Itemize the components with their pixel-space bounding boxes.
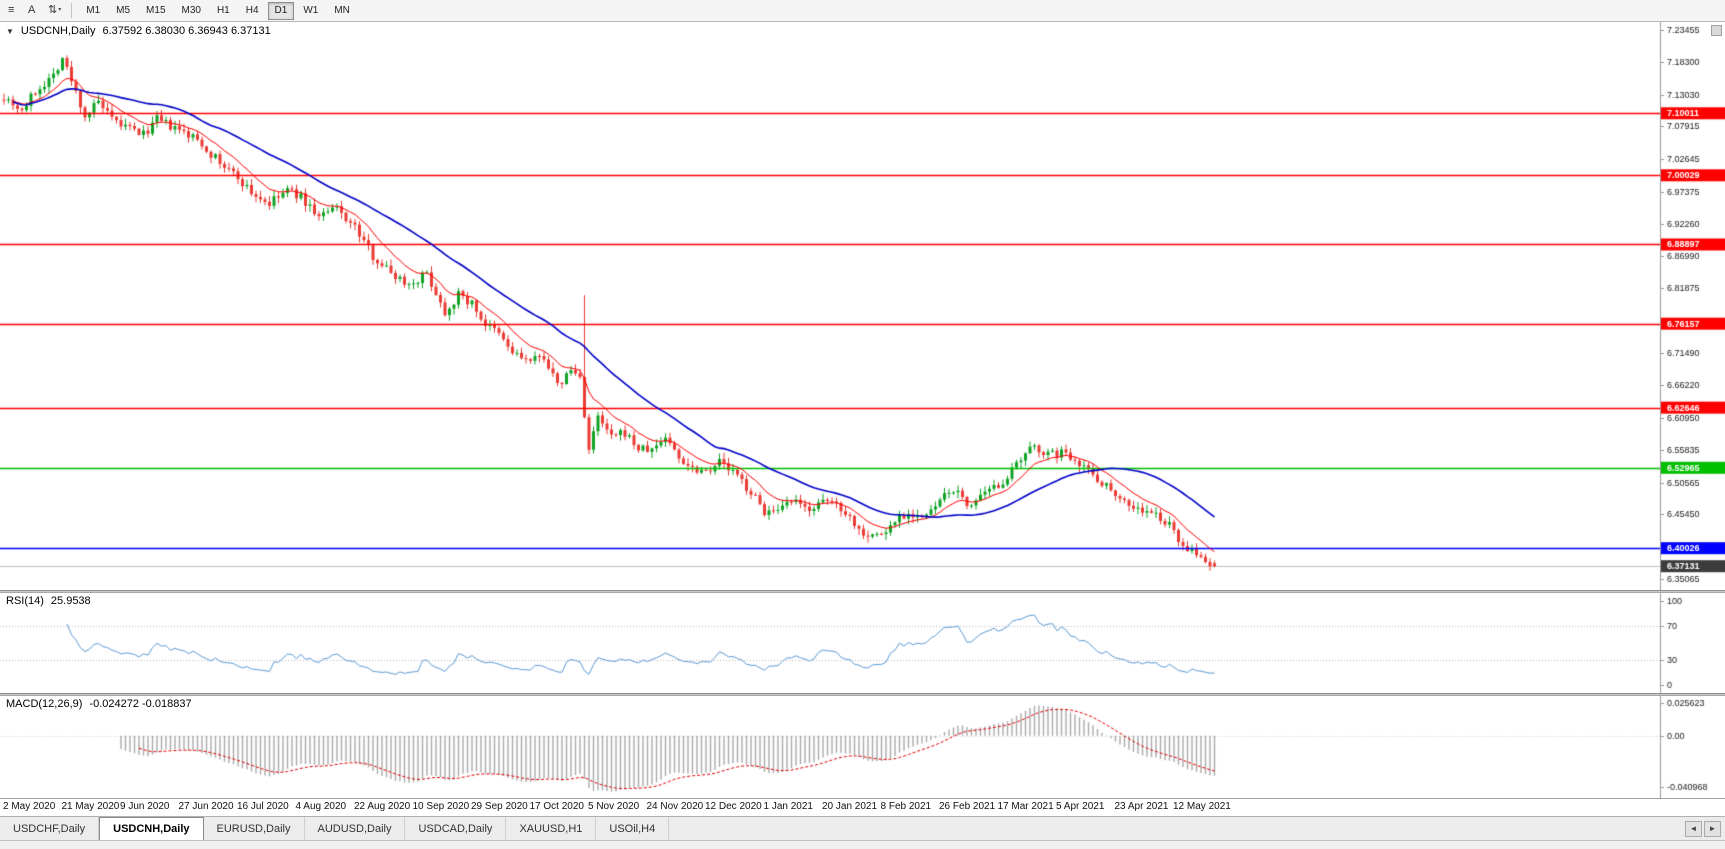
panel-splitter-rsi[interactable] [0,590,1725,593]
chart-tab-usdcnh[interactable]: USDCNH,Daily [99,817,204,840]
chart-tab-bar: USDCHF,Daily USDCNH,Daily EURUSD,Daily AUDU… [0,816,1725,840]
time-axis-label: 27 Jun 2020 [178,801,234,812]
chart-tab-eurusd[interactable]: EURUSD,Daily [204,817,305,840]
drawing-tools-icon[interactable]: ⇅ ▾ [44,2,65,20]
timeframe-button-m1[interactable]: M1 [79,2,107,20]
time-axis-label: 29 Sep 2020 [471,801,528,812]
chart-tab-xauusd[interactable]: XAUUSD,H1 [506,817,597,840]
time-axis-label: 26 Feb 2021 [939,801,996,812]
dropdown-caret-icon: ▾ [58,7,62,13]
time-axis-label: 8 Feb 2021 [880,801,932,812]
chart-window: ▼ USDCNH,Daily 6.37592 6.38030 6.36943 6… [0,22,1725,590]
chart-tab-audusd[interactable]: AUDUSD,Daily [305,817,406,840]
timeframe-button-m30[interactable]: M30 [175,2,208,20]
panel-splitter-macd[interactable] [0,693,1725,696]
tabs-scroll-right-button[interactable]: ► [1704,820,1721,837]
time-axis-label: 17 Mar 2021 [997,801,1054,812]
time-axis-label: 22 Aug 2020 [354,801,411,812]
chart-tab-usdchf[interactable]: USDCHF,Daily [0,817,100,840]
time-axis-label: 21 May 2020 [61,801,120,812]
time-axis-label: 12 May 2021 [1173,801,1231,812]
timeframe-button-w1[interactable]: W1 [296,2,325,20]
time-axis-label: 2 May 2020 [3,801,56,812]
text-tool-icon[interactable]: A [24,2,44,20]
chart-scroll-button[interactable] [1711,25,1722,36]
time-axis-label: 20 Jan 2021 [822,801,878,812]
timeframe-button-d1[interactable]: D1 [267,1,295,20]
time-axis-label: 5 Nov 2020 [588,801,640,812]
time-axis-label: 23 Apr 2021 [1114,801,1169,812]
time-axis-label: 17 Oct 2020 [529,801,584,812]
tabs-scroll-left-button[interactable]: ◄ [1685,820,1702,837]
timeframe-button-h4[interactable]: H4 [239,2,266,20]
price-chart-canvas[interactable] [0,22,1725,590]
time-axis-label: 16 Jul 2020 [237,801,289,812]
menu-icon[interactable]: ≡ [4,2,24,20]
chart-tab-usoil[interactable]: USOil,H4 [596,817,670,840]
time-axis-label: 5 Apr 2021 [1056,801,1105,812]
toolbar-separator [71,3,73,18]
macd-panel: MACD(12,26,9) -0.024272 -0.018837 [0,696,1725,798]
timeframe-button-m15[interactable]: M15 [139,2,172,20]
timeframe-button-m5[interactable]: M5 [109,2,137,20]
rsi-canvas[interactable] [0,593,1725,693]
time-axis-label: 24 Nov 2020 [646,801,704,812]
macd-canvas[interactable] [0,696,1725,798]
timeframe-button-mn[interactable]: MN [327,2,357,20]
time-axis-label: 4 Aug 2020 [295,801,347,812]
time-axis[interactable]: 2 May 2020 21 May 2020 9 Jun 2020 27 Jun 20… [0,798,1725,816]
rsi-panel: RSI(14) 25.9538 [0,593,1725,693]
timeframe-button-h1[interactable]: H1 [210,2,237,20]
status-bar [0,840,1725,849]
time-axis-label: 10 Sep 2020 [412,801,470,812]
timeframe-button-group: M1 M5 M15 M30 H1 H4 D1 W1 MN [78,1,358,20]
time-axis-label: 12 Dec 2020 [705,801,762,812]
top-toolbar: ≡ A ⇅ ▾ M1 M5 M15 M30 H1 H4 D1 W1 MN [0,0,1725,22]
chart-tab-usdcad[interactable]: USDCAD,Daily [405,817,507,840]
time-axis-label: 1 Jan 2021 [763,801,814,812]
time-axis-label: 9 Jun 2020 [120,801,170,812]
tab-scroll-controls: ◄ ► [1681,817,1725,840]
